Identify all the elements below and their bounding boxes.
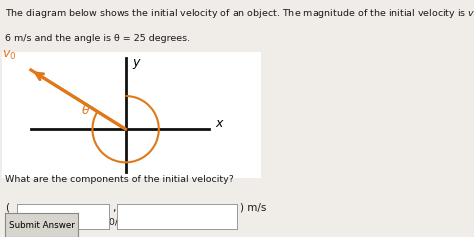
Text: y: y	[133, 56, 140, 69]
Text: θ: θ	[82, 104, 89, 117]
FancyBboxPatch shape	[0, 0, 474, 52]
Text: What are the components of the initial velocity?: What are the components of the initial v…	[5, 175, 234, 184]
Text: ,: ,	[112, 203, 115, 213]
Text: The diagram below shows the initial velocity of an object. The magnitude of the : The diagram below shows the initial velo…	[5, 7, 474, 20]
Text: 6 m/s and the angle is θ = 25 degrees.: 6 m/s and the angle is θ = 25 degrees.	[5, 34, 190, 43]
Text: ) m/s: ) m/s	[240, 203, 267, 213]
Text: $v_0$: $v_0$	[2, 49, 17, 62]
Text: Tries 0/2: Tries 0/2	[84, 217, 125, 226]
Text: x: x	[216, 117, 223, 130]
Text: Submit Answer: Submit Answer	[9, 221, 74, 230]
Text: (: (	[5, 203, 9, 213]
FancyBboxPatch shape	[2, 44, 261, 178]
